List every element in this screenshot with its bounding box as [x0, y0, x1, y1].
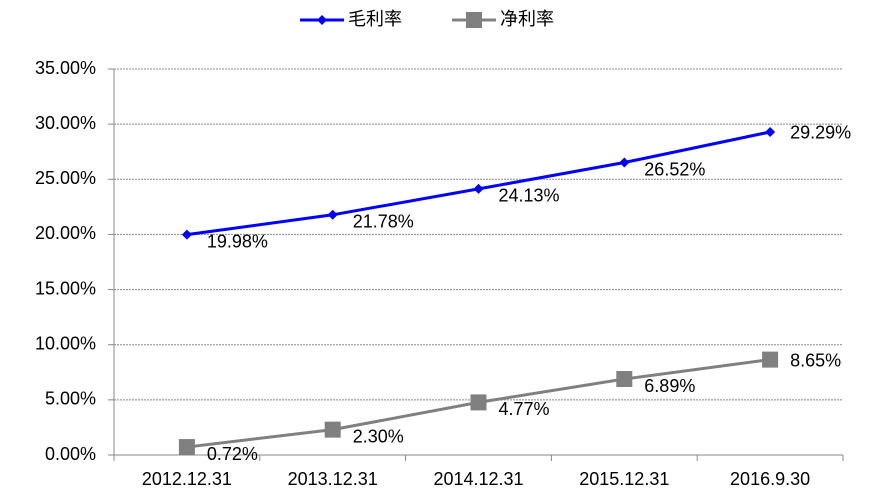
- y-tick-label: 30.00%: [35, 113, 96, 133]
- point: [619, 157, 630, 168]
- point: [317, 15, 327, 25]
- data-label: 6.89%: [644, 376, 695, 396]
- data-label: 2.30%: [353, 426, 404, 446]
- point: [616, 371, 633, 388]
- data-label: 26.52%: [644, 159, 705, 179]
- point: [765, 126, 776, 137]
- x-tick-label: 2012.12.31: [142, 469, 232, 489]
- x-tick-label: 2014.12.31: [433, 469, 523, 489]
- y-tick-label: 10.00%: [35, 333, 96, 353]
- point: [178, 439, 195, 456]
- point: [762, 351, 779, 368]
- point: [466, 12, 482, 28]
- x-tick-label: 2013.12.31: [288, 469, 378, 489]
- data-label: 8.65%: [790, 350, 841, 370]
- point: [327, 209, 338, 220]
- x-tick-label: 2016.9.30: [730, 469, 810, 489]
- legend-label: 毛利率: [348, 9, 402, 29]
- point: [181, 229, 192, 240]
- point: [473, 183, 484, 194]
- point: [470, 394, 487, 411]
- data-label: 21.78%: [353, 212, 414, 232]
- data-label: 4.77%: [499, 399, 550, 419]
- y-tick-label: 20.00%: [35, 223, 96, 243]
- data-label: 24.13%: [499, 186, 560, 206]
- y-tick-label: 0.00%: [45, 444, 96, 464]
- x-tick-label: 2015.12.31: [579, 469, 669, 489]
- y-tick-label: 25.00%: [35, 168, 96, 188]
- point: [324, 421, 341, 438]
- data-label: 19.98%: [207, 231, 268, 251]
- data-label: 29.29%: [790, 123, 851, 143]
- data-label: 0.72%: [207, 444, 258, 464]
- y-tick-label: 5.00%: [45, 389, 96, 409]
- y-tick-label: 35.00%: [35, 58, 96, 78]
- y-tick-label: 15.00%: [35, 278, 96, 298]
- series-line: [186, 130, 771, 237]
- legend-label: 净利率: [500, 9, 554, 29]
